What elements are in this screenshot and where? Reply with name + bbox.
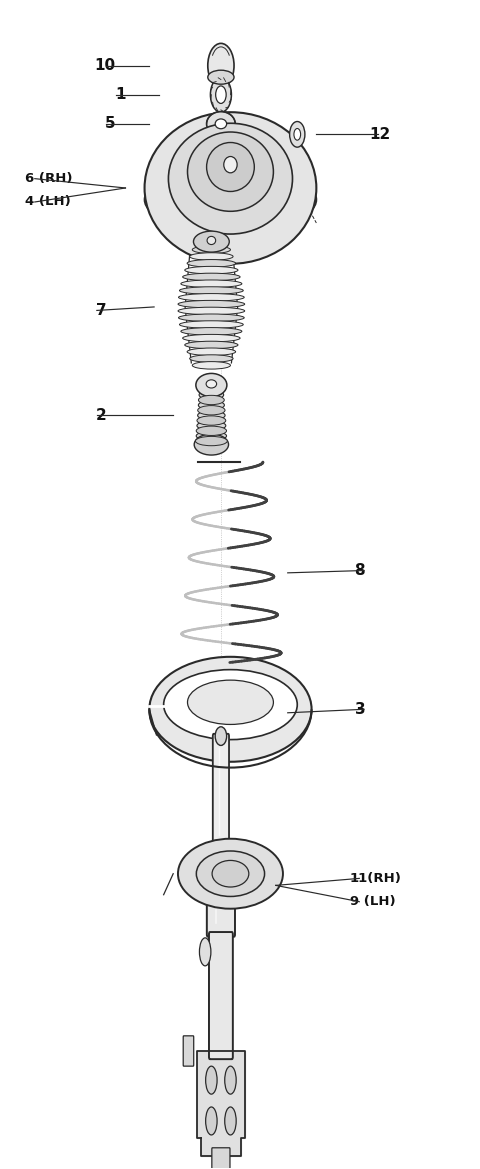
Ellipse shape [179,314,244,321]
FancyBboxPatch shape [213,734,229,849]
FancyBboxPatch shape [183,1036,194,1066]
Ellipse shape [178,307,245,314]
Text: 8: 8 [355,563,365,577]
Polygon shape [197,1051,245,1156]
Ellipse shape [185,341,238,348]
Ellipse shape [181,327,242,336]
Ellipse shape [194,434,228,455]
Ellipse shape [182,334,240,341]
Ellipse shape [208,70,234,84]
Ellipse shape [196,373,227,396]
Text: 1: 1 [115,88,125,102]
Ellipse shape [196,427,227,436]
Ellipse shape [192,361,230,369]
Ellipse shape [181,279,242,288]
Ellipse shape [149,657,312,762]
Ellipse shape [185,267,238,274]
Text: 7: 7 [96,303,107,318]
Ellipse shape [193,231,229,253]
Text: 3: 3 [355,701,365,717]
Ellipse shape [144,112,316,264]
Ellipse shape [188,680,274,725]
Ellipse shape [206,111,235,136]
Ellipse shape [208,43,234,88]
Text: 6 (RH): 6 (RH) [25,172,73,185]
Ellipse shape [207,236,216,244]
Ellipse shape [289,122,305,147]
Text: 12: 12 [369,127,390,141]
Text: 2: 2 [96,408,107,423]
Text: 5: 5 [105,117,116,131]
Ellipse shape [215,727,227,746]
Ellipse shape [197,416,226,426]
Ellipse shape [197,421,226,430]
Ellipse shape [164,670,297,740]
Text: 4 (LH): 4 (LH) [25,195,71,208]
FancyBboxPatch shape [209,932,233,1059]
Ellipse shape [294,129,300,140]
Ellipse shape [224,157,237,173]
Text: 9 (LH): 9 (LH) [350,895,396,908]
Ellipse shape [198,395,224,404]
Ellipse shape [180,320,243,328]
Ellipse shape [187,348,236,355]
Ellipse shape [215,119,227,129]
Ellipse shape [144,167,316,231]
Ellipse shape [206,380,216,388]
Ellipse shape [178,838,283,908]
Ellipse shape [216,87,226,103]
FancyBboxPatch shape [212,1148,230,1169]
Circle shape [205,1066,217,1094]
Ellipse shape [198,406,225,415]
Ellipse shape [196,431,227,441]
Ellipse shape [210,77,231,112]
Circle shape [225,1066,236,1094]
FancyBboxPatch shape [207,850,235,936]
Ellipse shape [212,860,249,887]
Ellipse shape [196,851,264,897]
Ellipse shape [198,410,225,420]
Ellipse shape [199,390,224,400]
Circle shape [199,938,211,966]
Circle shape [205,1107,217,1135]
Ellipse shape [179,293,244,302]
Ellipse shape [198,401,224,410]
Ellipse shape [168,123,292,234]
Ellipse shape [178,300,245,307]
Text: 11(RH): 11(RH) [350,872,402,885]
Ellipse shape [206,143,254,192]
Ellipse shape [190,355,233,362]
Ellipse shape [195,436,227,445]
Ellipse shape [187,260,236,267]
Ellipse shape [192,245,230,254]
Circle shape [225,1107,236,1135]
Ellipse shape [180,286,243,295]
Text: 10: 10 [95,58,116,72]
Ellipse shape [188,132,274,212]
Ellipse shape [182,274,240,281]
Ellipse shape [190,253,233,261]
